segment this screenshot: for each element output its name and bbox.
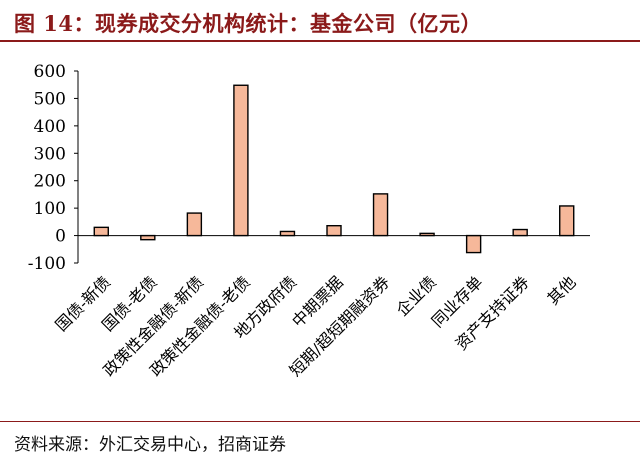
x-tick-label: 其他 (543, 272, 579, 308)
y-tick-label: 500 (34, 89, 66, 109)
bar (559, 205, 575, 237)
bar (326, 224, 342, 237)
y-tick-label: 100 (34, 199, 66, 219)
y-tick-label: 300 (34, 144, 66, 164)
bar (233, 84, 249, 237)
y-tick-label: 600 (34, 62, 66, 82)
figure-title-bar: 图 14：现券成交分机构统计：基金公司（亿元） (0, 0, 640, 40)
title-divider (0, 40, 640, 42)
bar (93, 226, 109, 237)
y-tick-label: 200 (34, 172, 66, 192)
y-tick-label: -100 (28, 254, 66, 274)
source-note: 资料来源：外汇交易中心，招商证券 (14, 435, 286, 455)
y-tick-label: 0 (55, 227, 66, 247)
bar (512, 228, 528, 237)
chart-area: -100 0 100 200 300 400 500 600 国债-新债 国债-老债 政策性金融债-… (0, 42, 640, 420)
y-tick-label: 400 (34, 117, 66, 137)
source-divider (0, 421, 640, 422)
bar (186, 212, 203, 237)
bar (279, 230, 296, 237)
bar-chart: -1000100200300400500600国债-新债国债-老债政策性金融债-… (28, 62, 590, 380)
figure-title: 图 14：现券成交分机构统计：基金公司（亿元） (14, 11, 483, 36)
bar (372, 193, 389, 237)
bar (140, 234, 156, 241)
bar (465, 234, 482, 254)
